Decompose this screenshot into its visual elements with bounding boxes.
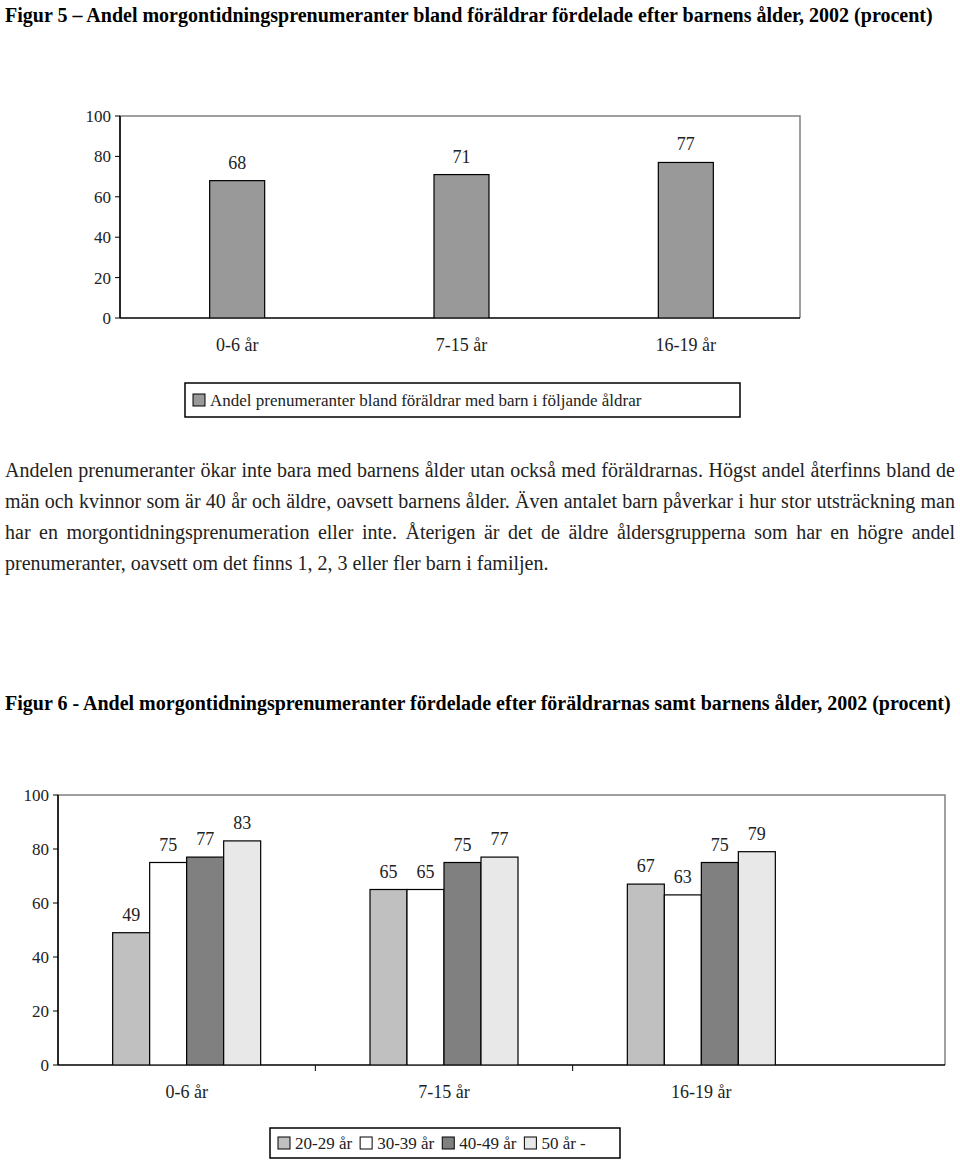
bar bbox=[481, 857, 518, 1065]
y-tick-label: 20 bbox=[32, 1002, 49, 1021]
x-tick-label: 16-19 år bbox=[671, 1082, 731, 1102]
bar bbox=[738, 852, 775, 1065]
legend-swatch bbox=[524, 1137, 536, 1149]
y-tick-label: 40 bbox=[94, 228, 111, 247]
legend-label: 20-29 år bbox=[295, 1134, 352, 1153]
y-tick bbox=[53, 795, 58, 796]
y-tick-label: 60 bbox=[94, 188, 111, 207]
bars bbox=[210, 162, 714, 318]
bar bbox=[210, 181, 265, 318]
legend: 20-29 år 30-39 år 40-49 år 50 år - bbox=[270, 1128, 620, 1158]
chart-title: Figur 6 - Andel morgontidningsprenumeran… bbox=[5, 690, 953, 717]
bar bbox=[658, 162, 713, 318]
page-svg: 0 20 40 60 80 100 68 71 77 0-6 år 7-15 år 16-19 år A… bbox=[0, 0, 960, 1162]
y-tick bbox=[53, 1011, 58, 1012]
data-label: 83 bbox=[233, 813, 251, 833]
legend-label: 50 år - bbox=[541, 1134, 586, 1153]
bars bbox=[113, 841, 776, 1065]
y-tick-label: 40 bbox=[32, 948, 49, 967]
x-tick-label: 0-6 år bbox=[216, 335, 258, 355]
y-tick-label: 100 bbox=[24, 786, 50, 805]
data-labels: 49 75 77 83 65 65 75 77 67 63 75 79 bbox=[122, 813, 766, 925]
y-tick-label: 0 bbox=[103, 309, 112, 328]
bar bbox=[370, 890, 407, 1066]
bar bbox=[627, 884, 664, 1065]
paragraph: Andelen prenumeranter ökar inte bara med… bbox=[5, 455, 955, 579]
data-label: 65 bbox=[417, 862, 435, 882]
bar bbox=[224, 841, 261, 1065]
x-tick bbox=[572, 1065, 573, 1071]
legend-swatch bbox=[193, 394, 205, 406]
legend-label: 40-49 år bbox=[459, 1134, 516, 1153]
y-tick-label: 80 bbox=[32, 840, 49, 859]
data-label: 77 bbox=[677, 134, 695, 154]
x-tick-label: 16-19 år bbox=[656, 335, 716, 355]
y-tick bbox=[53, 1065, 58, 1066]
legend-swatch bbox=[278, 1137, 290, 1149]
x-tick-label: 0-6 år bbox=[165, 1082, 207, 1102]
y-tick-label: 80 bbox=[94, 147, 111, 166]
bar bbox=[150, 863, 187, 1066]
y-tick bbox=[53, 957, 58, 958]
y-tick-label: 100 bbox=[86, 107, 112, 126]
legend-label: 30-39 år bbox=[377, 1134, 434, 1153]
x-tick-label: 7-15 år bbox=[418, 1082, 469, 1102]
legend-swatch bbox=[442, 1137, 454, 1149]
data-label: 75 bbox=[711, 835, 729, 855]
plot-frame bbox=[58, 795, 945, 1065]
y-tick bbox=[115, 237, 120, 238]
y-tick-label: 60 bbox=[32, 894, 49, 913]
data-label: 63 bbox=[674, 867, 692, 887]
bar bbox=[664, 895, 701, 1065]
y-axis bbox=[57, 795, 59, 1065]
plot-frame bbox=[120, 116, 800, 318]
data-label: 75 bbox=[454, 835, 472, 855]
chart-0: 0 20 40 60 80 100 68 71 77 0-6 år 7-15 år 16-19 år A… bbox=[86, 107, 801, 417]
legend-box bbox=[270, 1128, 620, 1158]
data-label: 67 bbox=[637, 856, 655, 876]
y-tick bbox=[115, 277, 120, 278]
y-tick bbox=[115, 318, 120, 319]
bar bbox=[113, 933, 150, 1065]
y-axis bbox=[119, 116, 121, 318]
legend-swatch bbox=[360, 1137, 372, 1149]
bar bbox=[187, 857, 224, 1065]
legend-label: Andel prenumeranter bland föräldrar med … bbox=[210, 391, 642, 410]
data-label: 71 bbox=[453, 147, 471, 167]
bar bbox=[444, 863, 481, 1066]
y-tick bbox=[115, 196, 120, 197]
data-label: 68 bbox=[228, 153, 246, 173]
x-tick bbox=[315, 1065, 316, 1071]
x-tick-label: 7-15 år bbox=[436, 335, 487, 355]
legend: Andel prenumeranter bland föräldrar med … bbox=[185, 383, 740, 417]
data-label: 77 bbox=[491, 829, 509, 849]
data-label: 65 bbox=[380, 862, 398, 882]
data-labels: 68 71 77 bbox=[228, 134, 695, 172]
y-tick-label: 20 bbox=[94, 269, 111, 288]
data-label: 49 bbox=[122, 905, 140, 925]
legend-box bbox=[185, 383, 740, 417]
data-label: 79 bbox=[748, 824, 766, 844]
y-tick bbox=[115, 116, 120, 117]
chart-title: Figur 5 – Andel morgontidningsprenumeran… bbox=[5, 2, 953, 29]
y-tick bbox=[53, 849, 58, 850]
chart-1: 0 20 40 60 80 100 49 75 77 83 65 65 75 77 67 63 75 79 0-6 … bbox=[24, 786, 946, 1158]
bar bbox=[434, 175, 489, 318]
bar bbox=[407, 890, 444, 1066]
bar bbox=[701, 863, 738, 1066]
data-label: 75 bbox=[159, 835, 177, 855]
y-tick bbox=[115, 156, 120, 157]
y-tick-label: 0 bbox=[41, 1056, 50, 1075]
data-label: 77 bbox=[196, 829, 214, 849]
y-tick bbox=[53, 903, 58, 904]
